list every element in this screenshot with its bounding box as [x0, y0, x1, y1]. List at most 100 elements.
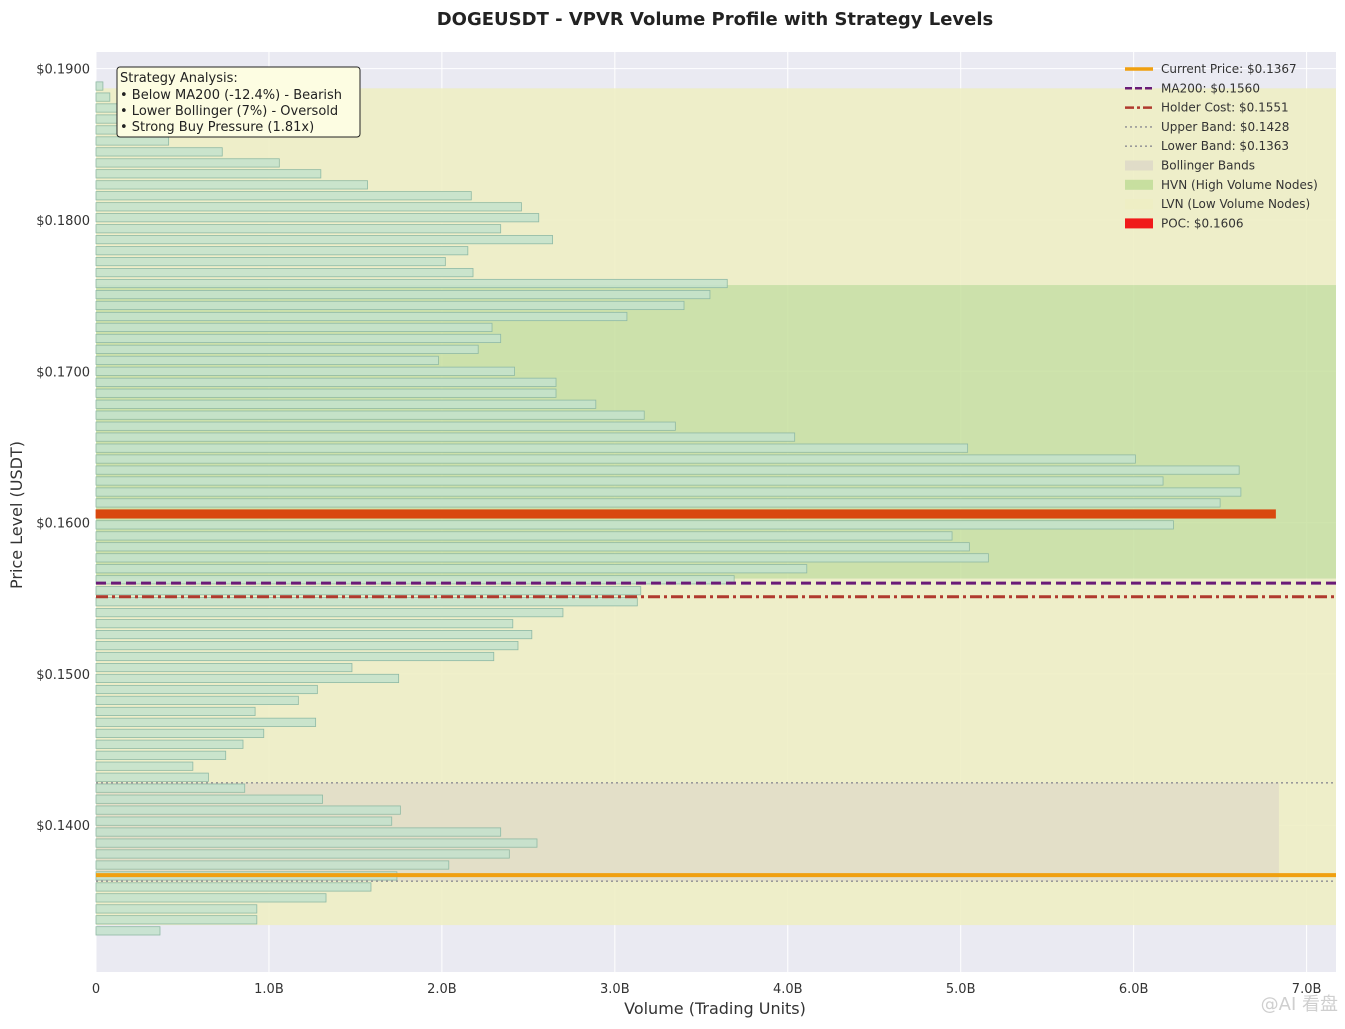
annotation-line-2: • Lower Bollinger (7%) - Oversold — [120, 104, 338, 119]
volume-bar-11 — [95, 202, 522, 212]
legend-label-upper: Upper Band: $0.1428 — [1161, 120, 1289, 134]
legend-label-ma200: MA200: $0.1560 — [1161, 81, 1260, 95]
legend-label-holder: Holder Cost: $0.1551 — [1161, 101, 1289, 115]
volume-bar-26 — [95, 366, 515, 376]
x-tick-label-4: 4.0B — [773, 982, 803, 997]
y-tick-label-1: $0.1500 — [36, 668, 90, 683]
x-axis-ticks: 0 1.0B 2.0B 3.0B 4.0B 5.0B 6.0B 7.0B — [92, 982, 1322, 997]
volume-bar-20 — [95, 300, 685, 311]
volume-bar-50 — [95, 630, 533, 640]
volume-bar-69 — [95, 838, 538, 848]
volume-bar-48 — [95, 608, 564, 618]
volume-bar-13 — [95, 224, 502, 234]
volume-bar-35 — [95, 465, 1240, 475]
volume-bar-7 — [95, 158, 280, 168]
volume-bar-64 — [95, 783, 246, 793]
volume-bar-37 — [95, 487, 1242, 497]
volume-bar-68 — [95, 827, 502, 837]
volume-bar-33 — [95, 443, 969, 453]
volume-bar-32 — [95, 432, 796, 442]
x-tick-label-1: 1.0B — [254, 982, 284, 997]
x-tick-label-2: 2.0B — [427, 982, 457, 997]
y-tick-label-4: $0.1800 — [36, 214, 90, 229]
volume-bar-43 — [95, 553, 989, 563]
volume-bar-5 — [95, 136, 170, 146]
volume-bar-54 — [95, 673, 400, 684]
strategy-analysis-box: Strategy Analysis: • Below MA200 (-12.4%… — [116, 66, 361, 138]
volume-bar-67 — [95, 816, 393, 826]
volume-bar-73 — [95, 882, 372, 892]
volume-bar-12 — [95, 213, 540, 223]
volume-bar-27 — [95, 377, 557, 387]
volume-bar-59 — [95, 728, 265, 738]
volume-bar-22 — [95, 322, 493, 332]
volume-bar-65 — [95, 794, 323, 804]
poc-bar — [95, 509, 1276, 519]
annotation-box-frame — [116, 66, 361, 138]
volume-bar-18 — [95, 278, 728, 289]
strategy-level-lines — [96, 581, 1336, 883]
volume-bar-77 — [95, 926, 161, 936]
chart-legend: Current Price: $0.1367 MA200: $0.1560 Hold… — [1125, 62, 1318, 230]
legend-label-lvn: LVN (Low Volume Nodes) — [1161, 197, 1310, 211]
x-tick-label-0: 0 — [92, 982, 100, 997]
annotation-line-0: Strategy Analysis: — [120, 71, 238, 86]
legend-swatch-hvn — [1125, 179, 1153, 190]
volume-bar-56 — [95, 695, 299, 705]
y-tick-label-2: $0.1600 — [36, 517, 90, 532]
volume-bar-66 — [95, 805, 401, 815]
volume-bar-25 — [95, 355, 439, 365]
volume-bar-16 — [95, 257, 446, 267]
volume-bar-34 — [95, 454, 1136, 464]
volume-bar-21 — [95, 311, 628, 322]
volume-bar-9 — [95, 180, 368, 190]
volume-bar-23 — [95, 333, 502, 344]
x-tick-label-3: 3.0B — [600, 982, 630, 997]
volume-bar-70 — [95, 849, 510, 859]
legend-swatch-bollinger — [1125, 160, 1153, 171]
volume-bar-40 — [95, 520, 1174, 530]
volume-bar-51 — [95, 641, 519, 651]
volume-bar-74 — [95, 893, 327, 903]
y-axis-label: Price Level (USDT) — [7, 441, 26, 589]
volume-bar-0 — [95, 81, 104, 91]
volume-bar-15 — [95, 246, 469, 256]
volume-bar-55 — [95, 684, 318, 695]
chart-title: DOGEUSDT - VPVR Volume Profile with Stra… — [437, 9, 994, 30]
volume-bar-38 — [95, 498, 1221, 508]
y-tick-label-0: $0.1400 — [36, 819, 90, 834]
legend-label-hvn: HVN (High Volume Nodes) — [1161, 178, 1318, 192]
volume-bar-42 — [95, 542, 970, 552]
volume-bar-36 — [95, 476, 1164, 486]
volume-bar-28 — [95, 388, 557, 398]
volume-bar-10 — [95, 191, 472, 201]
volume-bar-17 — [95, 268, 474, 278]
volume-bar-62 — [95, 761, 194, 771]
volume-bar-75 — [95, 904, 258, 914]
volume-bar-53 — [95, 662, 353, 673]
legend-label-poc: POC: $0.1606 — [1161, 216, 1244, 230]
annotation-line-3: • Strong Buy Pressure (1.81x) — [120, 120, 314, 135]
volume-bar-46 — [95, 586, 642, 596]
volume-bar-14 — [95, 235, 553, 245]
volume-bar-29 — [95, 399, 597, 409]
volume-bar-41 — [95, 531, 953, 541]
x-tick-label-5: 5.0B — [946, 982, 976, 997]
x-axis-label: Volume (Trading Units) — [624, 999, 806, 1018]
legend-label-current: Current Price: $0.1367 — [1161, 62, 1297, 76]
legend-swatch-poc — [1125, 218, 1153, 229]
volume-bars — [95, 81, 1276, 936]
volume-bar-47 — [95, 597, 638, 607]
volume-bar-6 — [95, 147, 223, 157]
volume-bar-44 — [95, 564, 808, 574]
legend-label-bollinger: Bollinger Bands — [1161, 159, 1255, 173]
legend-label-lower: Lower Band: $0.1363 — [1161, 139, 1289, 153]
volume-bar-61 — [95, 750, 227, 760]
volume-bar-19 — [95, 289, 711, 300]
volume-bar-63 — [95, 772, 209, 782]
annotation-line-1: • Below MA200 (-12.4%) - Bearish — [120, 88, 342, 103]
volume-bar-76 — [95, 915, 258, 925]
x-tick-label-6: 6.0B — [1119, 982, 1149, 997]
volume-bar-24 — [95, 344, 479, 354]
